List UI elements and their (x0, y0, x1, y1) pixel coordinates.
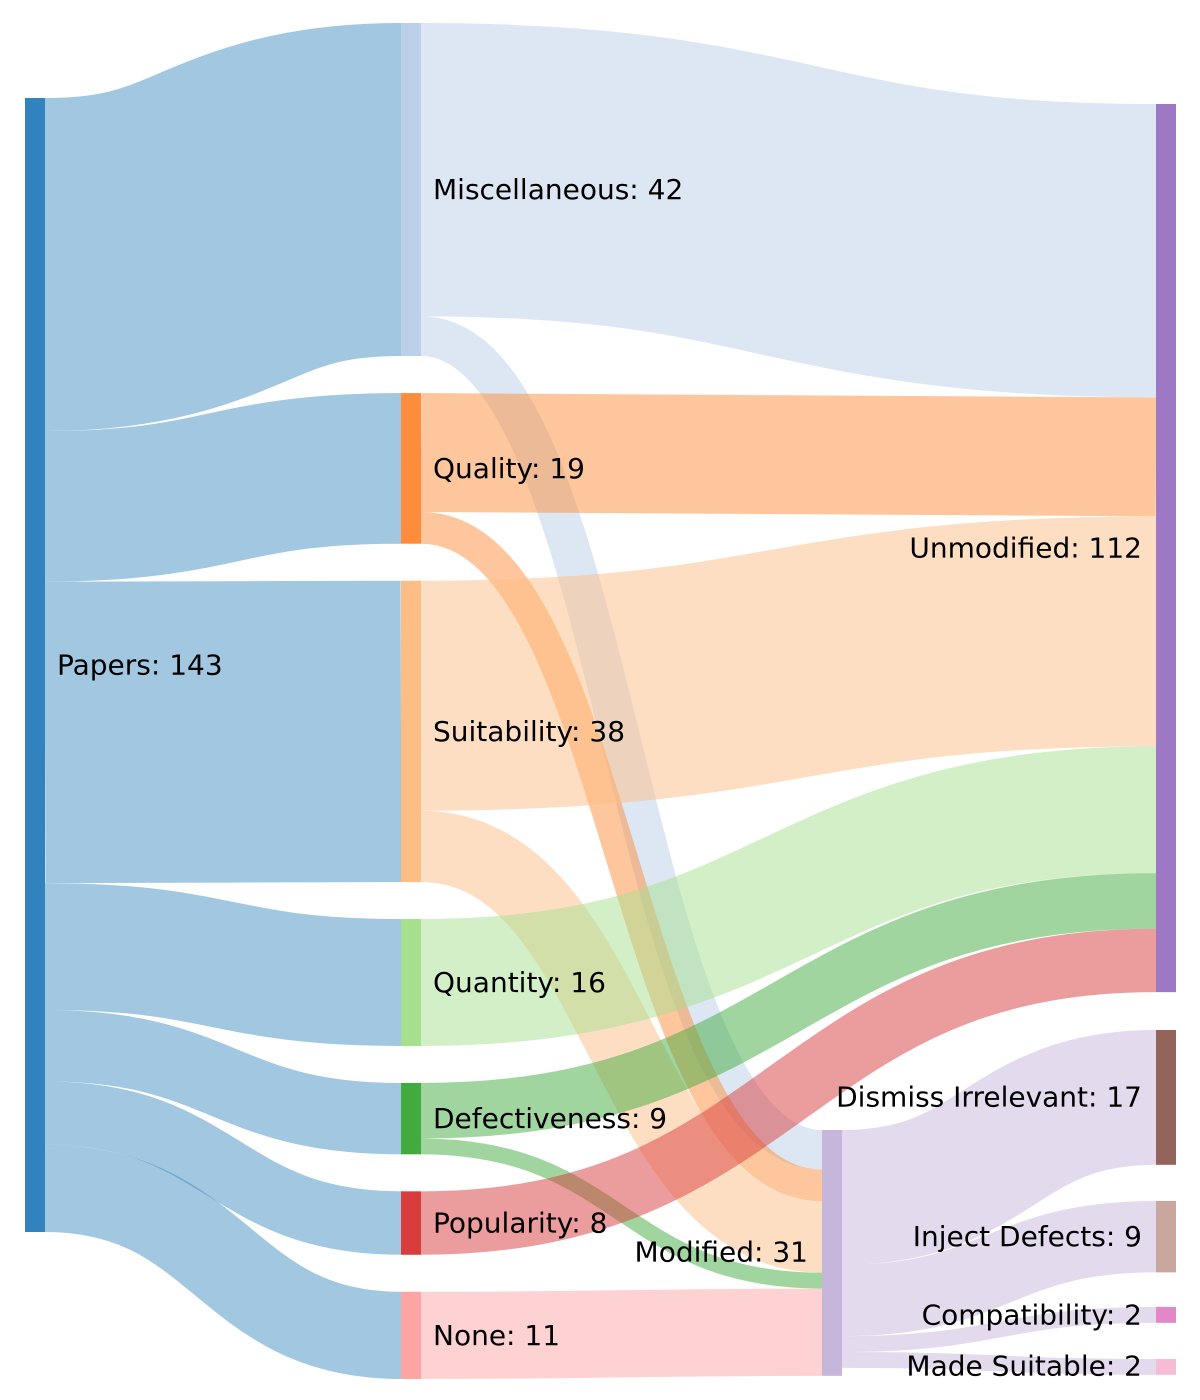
link-quantity-to-unmodified (420, 746, 1157, 1046)
label-inject: Inject Defects: 9 (913, 1220, 1142, 1253)
node-unmodified (1156, 104, 1176, 993)
link-modified-to-compat (841, 1307, 1157, 1353)
label-unmodified: Unmodified: 112 (909, 532, 1142, 565)
label-popularity: Popularity: 8 (433, 1207, 607, 1240)
node-dismiss (1156, 1030, 1176, 1165)
node-popularity (401, 1191, 421, 1255)
link-suitability-to-unmodified (420, 516, 1157, 811)
sankey-labels: Papers: 143 Miscellaneous: 42 Quality: 19 S… (57, 173, 1142, 1382)
link-papers-to-defectiveness (44, 1009, 402, 1155)
link-suitability-to-modified (419, 810, 824, 1273)
node-compat (1156, 1307, 1176, 1323)
link-popularity-to-unmodified (420, 928, 1157, 1255)
label-quantity: Quantity: 16 (433, 966, 606, 999)
link-modified-to-madesuit (841, 1352, 1157, 1375)
link-quality-to-unmodified (420, 393, 1157, 517)
label-suitability: Suitability: 38 (433, 715, 625, 748)
label-defectiveness: Defectiveness: 9 (433, 1102, 667, 1135)
link-defectiveness-to-unmodified (420, 873, 1157, 1139)
link-papers-to-none (43, 1144, 403, 1379)
link-none-to-modified (420, 1288, 823, 1379)
label-misc: Miscellaneous: 42 (433, 173, 683, 206)
node-quantity (401, 919, 421, 1046)
node-defectiveness (401, 1082, 421, 1155)
link-modified-to-inject (841, 1201, 1157, 1337)
label-dismiss: Dismiss Irrelevant: 17 (836, 1081, 1142, 1114)
label-none: None: 11 (433, 1319, 560, 1352)
sankey-nodes (25, 23, 1176, 1379)
link-papers-to-popularity (44, 1081, 402, 1255)
link-modified-to-dismiss (840, 1030, 1158, 1265)
node-papers (25, 98, 45, 1232)
label-compat: Compatibility: 2 (922, 1298, 1142, 1331)
sankey-links (42, 23, 1158, 1379)
label-modified: Modified: 31 (635, 1236, 808, 1269)
label-papers: Papers: 143 (57, 649, 223, 682)
link-papers-to-quality (44, 393, 402, 582)
node-modified (822, 1130, 842, 1376)
link-misc-to-unmodified (420, 23, 1157, 398)
label-madesuit: Made Suitable: 2 (906, 1350, 1142, 1383)
node-misc (401, 23, 421, 357)
link-papers-to-suitability (44, 580, 402, 884)
node-inject (1156, 1201, 1176, 1273)
link-papers-to-quantity (44, 883, 402, 1046)
node-madesuit (1156, 1359, 1176, 1375)
node-suitability (401, 580, 421, 883)
node-none (401, 1291, 421, 1379)
link-papers-to-misc (42, 23, 404, 432)
label-quality: Quality: 19 (433, 452, 585, 485)
node-quality (401, 393, 421, 544)
